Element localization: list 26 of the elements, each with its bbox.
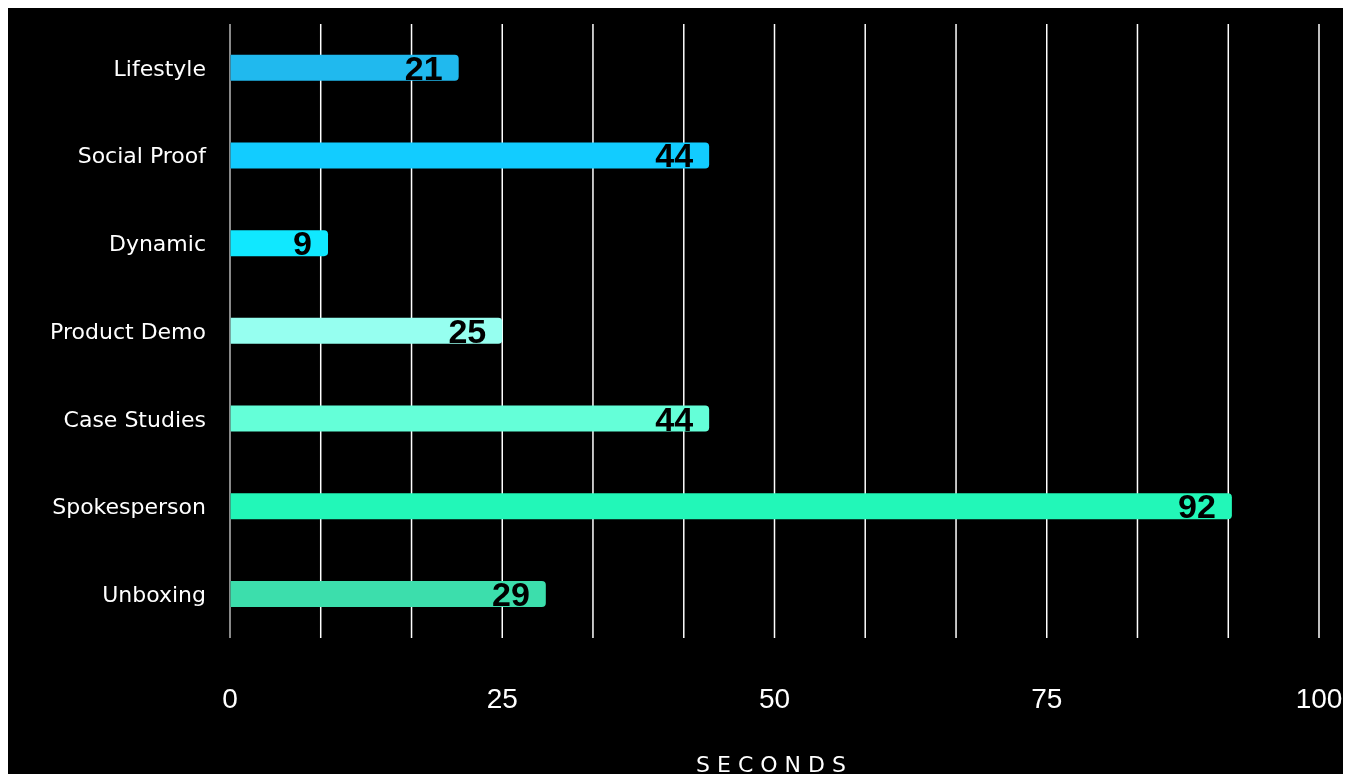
x-tick-label: 75: [1031, 682, 1063, 714]
x-tick-label: 50: [758, 682, 791, 714]
data-label: 9: [293, 224, 313, 263]
x-tick-label: 0: [222, 682, 238, 714]
y-tick-label: Social Proof: [77, 143, 208, 169]
x-tick-label: 100: [1295, 682, 1343, 714]
data-label: 44: [655, 399, 694, 438]
y-tick-label: Dynamic: [108, 231, 206, 257]
data-label: 92: [1178, 487, 1216, 526]
bar: [230, 54, 459, 81]
data-label: 29: [491, 575, 530, 614]
bar: [230, 317, 503, 344]
data-label: 21: [404, 48, 443, 87]
data-label: 25: [448, 311, 487, 350]
y-tick-label: Unboxing: [102, 581, 206, 607]
x-axis-title: SECONDS: [696, 752, 853, 774]
bar: [230, 142, 710, 169]
data-label: 44: [655, 136, 694, 175]
y-tick-label: Case Studies: [63, 406, 206, 432]
bar: [230, 493, 1232, 520]
y-tick-label: Product Demo: [50, 318, 206, 344]
y-tick-label: Lifestyle: [113, 55, 206, 81]
bar: [230, 580, 546, 607]
x-tick-label: 25: [486, 682, 518, 714]
bar: [230, 405, 710, 432]
y-tick-label: Spokesperson: [52, 494, 206, 520]
